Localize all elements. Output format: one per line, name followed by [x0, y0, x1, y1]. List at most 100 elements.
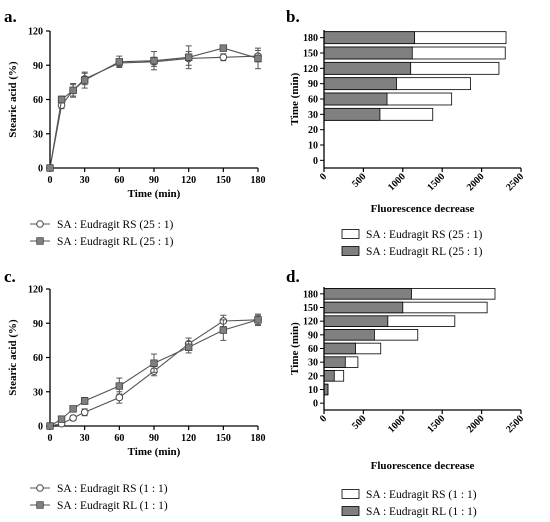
- x-tick-label: 150: [216, 433, 231, 444]
- y-tick-label: 90: [33, 319, 43, 330]
- data-point: [150, 359, 158, 367]
- data-point: [115, 382, 124, 390]
- y-tick-label: 30: [33, 387, 43, 398]
- bar: [323, 46, 413, 60]
- x-axis-title: Time (min): [128, 188, 181, 200]
- legend-label: SA : Eudragit RL (25 : 1): [366, 246, 483, 258]
- legend-label: SA : Eudragit RS (25 : 1): [57, 219, 173, 231]
- panel-label-b: b.: [286, 7, 300, 26]
- y-tick-label: 150: [303, 303, 318, 314]
- bar: [323, 356, 346, 368]
- legend-marker: [36, 220, 44, 228]
- x-tick-label: 500: [350, 171, 368, 189]
- y-tick-label: 120: [303, 317, 318, 328]
- x-tick-label: 90: [149, 433, 159, 444]
- legend-marker: [36, 501, 44, 509]
- y-tick-label: 0: [38, 164, 43, 175]
- x-tick-label: 1500: [425, 413, 447, 435]
- bar: [323, 107, 381, 121]
- data-point: [184, 343, 193, 351]
- series-2: [46, 44, 262, 172]
- data-point: [69, 414, 77, 422]
- series-2: [323, 288, 412, 396]
- y-tick-label: 30: [308, 110, 318, 121]
- x-tick-label: 180: [251, 175, 266, 186]
- series-2: [46, 314, 262, 430]
- y-tick-label: 120: [303, 64, 318, 75]
- y-tick-label: 10: [308, 141, 318, 152]
- data-point: [80, 408, 89, 417]
- bar: [323, 77, 397, 91]
- data-point: [219, 44, 228, 52]
- x-axis-title: Fluorescence decrease: [371, 460, 475, 472]
- x-tick-label: 120: [181, 175, 196, 186]
- y-tick-label: 120: [28, 27, 43, 38]
- bar: [323, 61, 412, 75]
- y-tick-label: 60: [33, 95, 43, 106]
- y-tick-label: 20: [308, 125, 318, 136]
- chart-b: 0 10 20 30 60 90 120 150 180 0 500 1000 1500 2000 2500…: [289, 30, 526, 258]
- legend-swatch: [341, 489, 360, 499]
- x-tick-label: 60: [114, 433, 124, 444]
- legend-label: SA : Eudragit RL (25 : 1): [57, 236, 174, 248]
- x-tick-label: 1000: [386, 171, 408, 193]
- series-1: [323, 31, 507, 121]
- bar: [323, 370, 335, 382]
- chart-d: 0 10 20 30 60 90 120 150 180 0 500 1000 1500 2000 2500…: [289, 287, 526, 518]
- data-point: [57, 415, 66, 423]
- x-tick-label: 2500: [504, 413, 526, 435]
- legend-label: SA : Eudragit RS (1 : 1): [366, 489, 477, 501]
- legend-swatch: [341, 246, 360, 256]
- y-tick-label: 60: [33, 353, 43, 364]
- x-tick-label: 120: [181, 433, 196, 444]
- legend-label: SA : Eudragit RL (1 : 1): [57, 500, 168, 512]
- y-tick-label: 0: [313, 156, 318, 167]
- y-tick-label: 180: [303, 33, 318, 44]
- legend-label: SA : Eudragit RS (1 : 1): [57, 483, 168, 495]
- x-tick-label: 0: [318, 171, 329, 182]
- y-tick-label: 180: [303, 289, 318, 300]
- y-tick-label: 20: [308, 371, 318, 382]
- data-point: [69, 405, 77, 413]
- bar: [323, 92, 388, 106]
- x-tick-label: 180: [251, 433, 266, 444]
- y-tick-label: 0: [313, 399, 318, 410]
- bar: [323, 315, 389, 327]
- x-tick-label: 2000: [465, 171, 487, 193]
- data-point: [150, 56, 158, 65]
- y-tick-label: 60: [308, 95, 318, 106]
- bar: [323, 342, 356, 355]
- y-tick-label: 0: [38, 422, 43, 433]
- x-tick-label: 1000: [386, 413, 408, 435]
- x-tick-label: 0: [318, 413, 329, 424]
- data-point: [46, 422, 54, 430]
- y-tick-label: 30: [308, 358, 318, 369]
- panel-label-c: c.: [4, 267, 16, 286]
- panel-label-a: a.: [4, 7, 17, 26]
- data-point: [115, 393, 124, 402]
- bar: [323, 301, 404, 314]
- y-axis-title: Stearic acid (%): [7, 61, 19, 138]
- y-axis-title: Time (min): [289, 322, 301, 375]
- x-tick-label: 30: [80, 175, 90, 186]
- x-tick-label: 2500: [504, 171, 526, 193]
- series-2: [323, 31, 416, 121]
- y-tick-label: 60: [308, 344, 318, 355]
- y-axis-title: Time (min): [289, 72, 301, 125]
- x-axis-title: Fluorescence decrease: [371, 203, 475, 215]
- data-point: [57, 95, 66, 104]
- data-point: [80, 397, 89, 405]
- y-tick-label: 120: [28, 285, 43, 296]
- bar: [323, 31, 416, 45]
- data-point: [254, 54, 262, 63]
- x-tick-label: 2000: [465, 413, 487, 435]
- y-tick-label: 150: [303, 49, 318, 60]
- bar: [323, 288, 412, 300]
- x-tick-label: 1500: [425, 171, 447, 193]
- y-tick-label: 90: [308, 330, 318, 341]
- data-point: [80, 76, 89, 84]
- x-tick-label: 30: [80, 433, 90, 444]
- data-point: [254, 316, 262, 324]
